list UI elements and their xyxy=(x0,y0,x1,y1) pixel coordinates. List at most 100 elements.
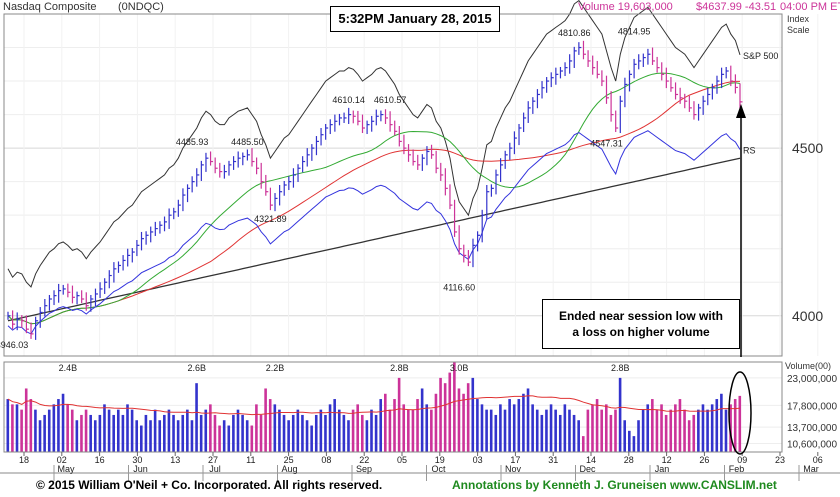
volume-bar xyxy=(581,436,585,452)
price-annotation: 4485.50 xyxy=(231,137,264,147)
price-bar xyxy=(486,185,490,220)
volume-bar xyxy=(20,409,23,452)
volume-bar xyxy=(204,409,208,452)
price-bar xyxy=(209,151,214,166)
price-bar xyxy=(624,77,628,108)
price-bar xyxy=(555,67,559,85)
volume-bar xyxy=(222,420,226,452)
price-bar xyxy=(642,53,646,67)
price-bar xyxy=(513,131,517,155)
price-bar xyxy=(679,87,683,104)
volume-bar xyxy=(287,420,290,452)
price-bar xyxy=(90,294,94,312)
price-bar xyxy=(71,285,75,304)
month-label: May xyxy=(57,464,75,474)
volume-bar xyxy=(324,414,327,452)
volume-bar xyxy=(213,414,217,452)
volume-bar xyxy=(278,409,281,452)
volume-bar xyxy=(149,420,152,452)
price-bar xyxy=(196,168,200,187)
price-bar xyxy=(509,142,513,160)
price-bar xyxy=(398,125,402,147)
volume-bar xyxy=(282,414,286,452)
x-tick-label: 03 xyxy=(473,455,483,465)
price-bar xyxy=(417,154,421,170)
price-bar xyxy=(518,123,522,146)
volume-bar xyxy=(480,404,484,452)
volume-tick-label: 13,700,000 xyxy=(787,423,837,434)
volume-bar xyxy=(301,414,304,452)
price-bar xyxy=(325,123,329,140)
month-label: Oct xyxy=(431,464,446,474)
volume-bar xyxy=(310,425,313,452)
price-bar xyxy=(628,70,633,92)
callout-line-1: Ended near session low with xyxy=(558,309,724,323)
volume-bar xyxy=(218,425,221,452)
price-bar xyxy=(269,187,273,211)
price-bar xyxy=(495,169,499,195)
callout-line-2: a loss on higher volume xyxy=(572,325,710,339)
sp500-line xyxy=(7,0,741,288)
volume-bar xyxy=(609,414,613,452)
price-bar xyxy=(150,226,154,243)
volume-annotation: 2.8B xyxy=(611,363,630,373)
price-bar xyxy=(725,66,729,79)
x-tick-label: 23 xyxy=(775,455,785,465)
volume-bar xyxy=(577,420,580,452)
price-bar xyxy=(279,185,283,206)
price-bar xyxy=(302,156,306,173)
price-bar xyxy=(500,158,504,182)
price-bar xyxy=(605,75,609,104)
volume-bar xyxy=(232,414,235,452)
price-bar xyxy=(348,107,352,124)
x-tick-label: 28 xyxy=(624,455,634,465)
volume-bar xyxy=(255,404,258,452)
price-bar xyxy=(357,110,361,126)
volume-bar xyxy=(503,409,507,452)
price-bar xyxy=(734,74,738,94)
price-bar xyxy=(35,316,39,340)
volume-bar xyxy=(595,399,599,452)
volume-bar xyxy=(623,420,627,452)
volume-bar xyxy=(554,409,557,452)
price-annotation: 4321.89 xyxy=(254,214,287,224)
price-bar xyxy=(638,54,642,70)
volume-bar xyxy=(112,414,115,452)
price-bar xyxy=(223,164,227,179)
volume-bar xyxy=(38,420,42,452)
price-bar xyxy=(426,146,430,166)
x-tick-label: 09 xyxy=(737,455,747,465)
price-readout: $4637.99 -43.51 xyxy=(696,1,777,13)
price-bar xyxy=(523,112,527,133)
month-label: Aug xyxy=(281,464,297,474)
volume-panel-frame xyxy=(3,361,783,453)
price-bar xyxy=(311,144,315,161)
price-bar xyxy=(407,144,412,162)
price-bar xyxy=(546,77,550,93)
price-bar xyxy=(292,168,296,188)
price-bar xyxy=(7,311,11,320)
volume-bar xyxy=(632,436,636,452)
volume-bar xyxy=(462,393,465,452)
price-bar xyxy=(251,148,255,167)
price-bar xyxy=(481,209,485,243)
volume-bar xyxy=(29,399,33,452)
volume-bar xyxy=(517,399,521,452)
price-bar xyxy=(242,152,246,166)
volume-bar xyxy=(351,409,355,452)
price-bar xyxy=(380,110,384,122)
x-tick-label: 12 xyxy=(662,455,672,465)
volume-ma-line xyxy=(7,395,741,416)
volume-bar xyxy=(384,393,387,452)
price-bar xyxy=(140,231,145,251)
volume-bar xyxy=(107,409,111,452)
volume-tick-label: 17,800,000 xyxy=(787,401,837,412)
ma50-line xyxy=(7,72,741,325)
price-bar xyxy=(334,114,338,132)
price-bar xyxy=(435,150,439,174)
volume-bar xyxy=(738,395,742,452)
x-tick-label: 19 xyxy=(435,455,445,465)
volume-bar xyxy=(80,414,83,452)
price-bar xyxy=(62,284,66,295)
price-bar xyxy=(389,111,393,132)
